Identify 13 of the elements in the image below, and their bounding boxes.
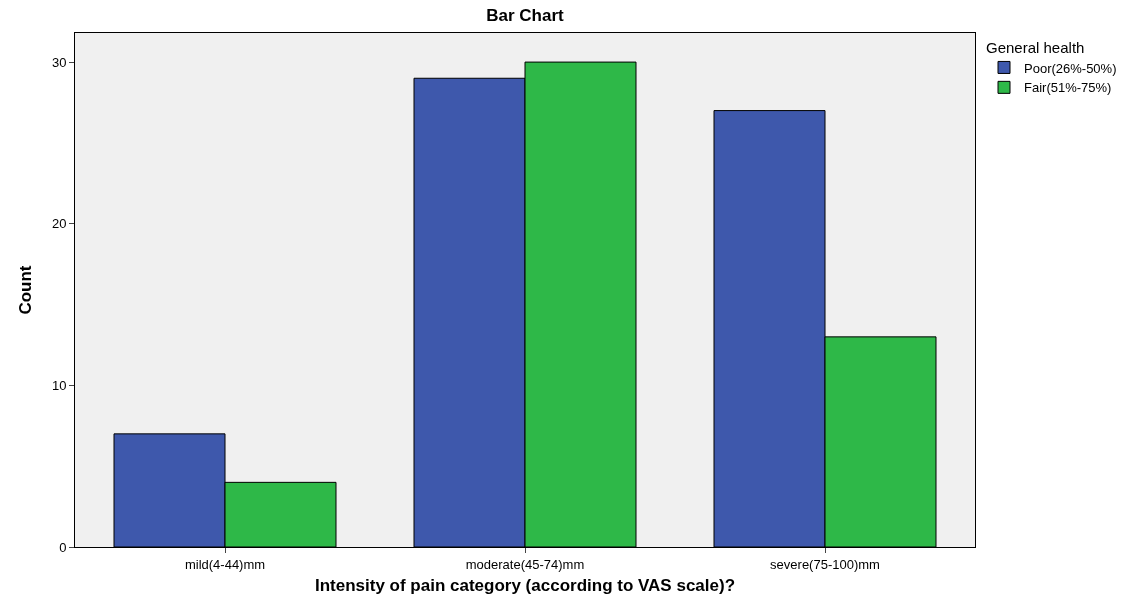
x-tick-label: moderate(45-74)mm [465, 556, 585, 572]
y-tick-label: 20 [51, 216, 67, 232]
x-tick-label: severe(75-100)mm [770, 556, 880, 572]
y-tick-label: 30 [51, 54, 67, 70]
y-tick-label: 0 [59, 539, 67, 555]
legend-label: Fair(51%-75%) [1024, 80, 1112, 96]
chart-title: Bar Chart [486, 6, 565, 26]
x-axis-title: Intensity of pain category (according to VAS scale)? [314, 576, 736, 595]
x-tick-label: mild(4-44)mm [184, 556, 266, 572]
y-axis-title: Count [16, 265, 36, 315]
legend-title: General health [986, 38, 1085, 56]
y-tick-label: 10 [51, 377, 67, 393]
legend-label: Poor(26%-50%) [1024, 60, 1117, 76]
